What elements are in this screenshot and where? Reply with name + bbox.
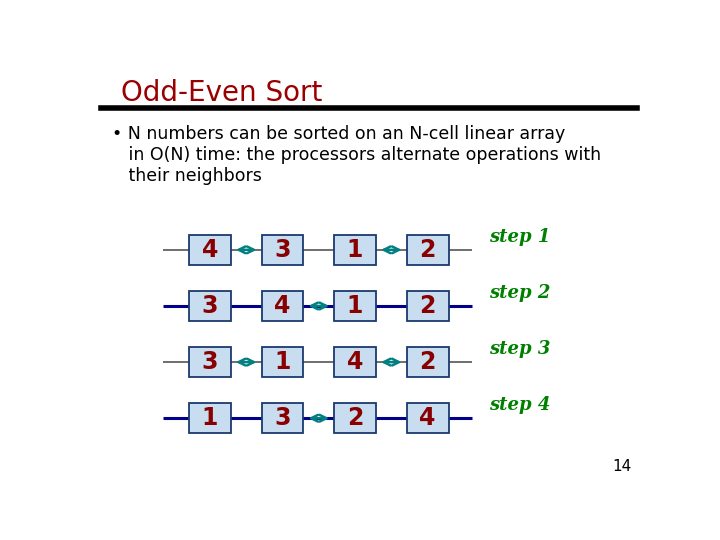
Text: Odd-Even Sort: Odd-Even Sort bbox=[121, 79, 322, 107]
FancyBboxPatch shape bbox=[407, 291, 449, 321]
Text: 4: 4 bbox=[347, 350, 363, 374]
FancyBboxPatch shape bbox=[334, 235, 376, 265]
Text: step 4: step 4 bbox=[489, 396, 550, 414]
Text: step 2: step 2 bbox=[489, 284, 550, 302]
Text: 2: 2 bbox=[347, 406, 363, 430]
FancyBboxPatch shape bbox=[189, 403, 231, 433]
FancyBboxPatch shape bbox=[334, 291, 376, 321]
Text: 3: 3 bbox=[202, 294, 218, 318]
Text: • N numbers can be sorted on an N-cell linear array
   in O(N) time: the process: • N numbers can be sorted on an N-cell l… bbox=[112, 125, 601, 185]
FancyBboxPatch shape bbox=[189, 235, 231, 265]
Text: 1: 1 bbox=[347, 238, 363, 262]
FancyBboxPatch shape bbox=[407, 235, 449, 265]
FancyBboxPatch shape bbox=[261, 403, 303, 433]
Text: 4: 4 bbox=[202, 238, 218, 262]
Text: 2: 2 bbox=[420, 350, 436, 374]
FancyBboxPatch shape bbox=[189, 347, 231, 377]
FancyBboxPatch shape bbox=[407, 403, 449, 433]
Text: 1: 1 bbox=[274, 350, 291, 374]
Text: 4: 4 bbox=[274, 294, 291, 318]
FancyBboxPatch shape bbox=[334, 347, 376, 377]
Text: 14: 14 bbox=[612, 460, 631, 474]
Text: 3: 3 bbox=[202, 350, 218, 374]
Text: 1: 1 bbox=[202, 406, 218, 430]
Text: 1: 1 bbox=[347, 294, 363, 318]
Text: 4: 4 bbox=[420, 406, 436, 430]
FancyBboxPatch shape bbox=[261, 291, 303, 321]
FancyBboxPatch shape bbox=[334, 403, 376, 433]
Text: step 1: step 1 bbox=[489, 228, 550, 246]
FancyBboxPatch shape bbox=[261, 347, 303, 377]
Text: 2: 2 bbox=[420, 238, 436, 262]
Text: step 3: step 3 bbox=[489, 340, 550, 358]
Text: 3: 3 bbox=[274, 406, 291, 430]
Text: 2: 2 bbox=[420, 294, 436, 318]
Text: 3: 3 bbox=[274, 238, 291, 262]
FancyBboxPatch shape bbox=[189, 291, 231, 321]
FancyBboxPatch shape bbox=[261, 235, 303, 265]
FancyBboxPatch shape bbox=[407, 347, 449, 377]
